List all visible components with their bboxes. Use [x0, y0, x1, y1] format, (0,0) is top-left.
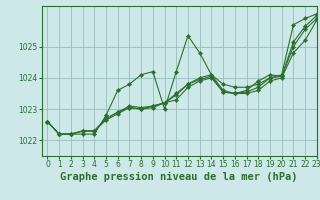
X-axis label: Graphe pression niveau de la mer (hPa): Graphe pression niveau de la mer (hPa): [60, 172, 298, 182]
